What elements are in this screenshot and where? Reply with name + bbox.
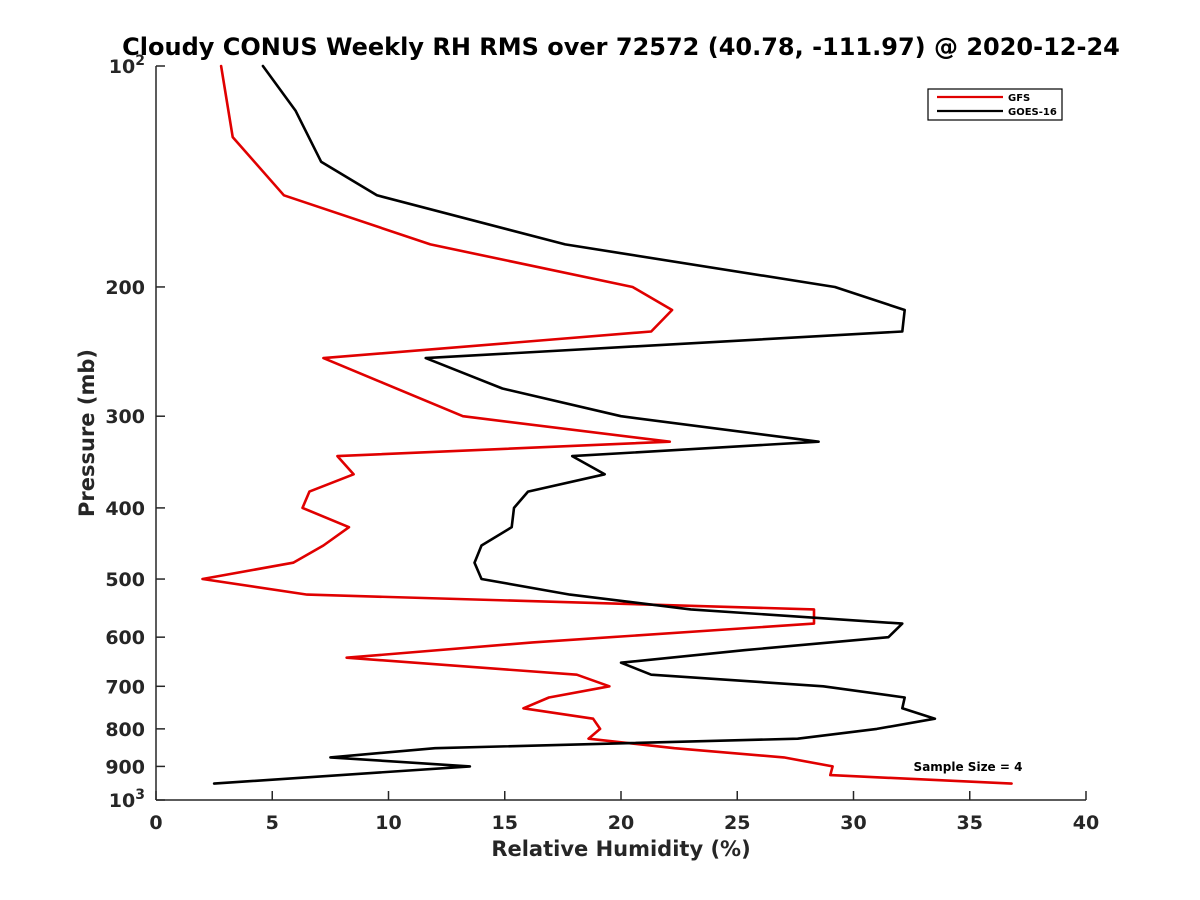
y-tick-label: 800 (105, 719, 145, 741)
legend: GFS GOES-16 (927, 88, 1063, 121)
legend-box (927, 88, 1063, 121)
y-tick-label: 700 (105, 676, 145, 698)
y-tick-label: 400 (105, 498, 145, 520)
legend-label-goes16: GOES-16 (1008, 107, 1057, 118)
x-tick-label: 10 (375, 812, 401, 834)
series-line-gfs (201, 64, 1013, 785)
x-tick-label: 35 (957, 812, 983, 834)
y-ticks: 102 200 300 400 500 600 700 800 900 103 (105, 53, 165, 812)
x-axis-label: Relative Humidity (%) (491, 837, 750, 861)
y-tick-label: 500 (105, 569, 145, 591)
y-tick-label: 900 (105, 756, 145, 778)
x-tick-label: 15 (492, 812, 518, 834)
x-tick-label: 40 (1073, 812, 1099, 834)
legend-label-gfs: GFS (1008, 93, 1030, 104)
y-tick-label: 600 (105, 627, 145, 649)
y-tick-label: 200 (105, 277, 145, 299)
x-ticks: 0 5 10 15 20 25 30 35 40 (149, 791, 1099, 834)
series-layer (201, 64, 1013, 785)
chart-title: Cloudy CONUS Weekly RH RMS over 72572 (4… (122, 33, 1120, 61)
y-tick-label: 103 (109, 787, 145, 812)
y-tick-label: 102 (109, 53, 145, 78)
x-tick-label: 30 (840, 812, 866, 834)
y-axis-label: Pressure (mb) (75, 349, 99, 517)
series-line-goes16 (212, 64, 937, 785)
sample-size-annotation: Sample Size = 4 (914, 760, 1023, 774)
x-tick-label: 20 (608, 812, 634, 834)
y-tick-label: 300 (105, 406, 145, 428)
x-tick-label: 25 (724, 812, 750, 834)
x-tick-label: 0 (149, 812, 162, 834)
x-tick-label: 5 (266, 812, 279, 834)
